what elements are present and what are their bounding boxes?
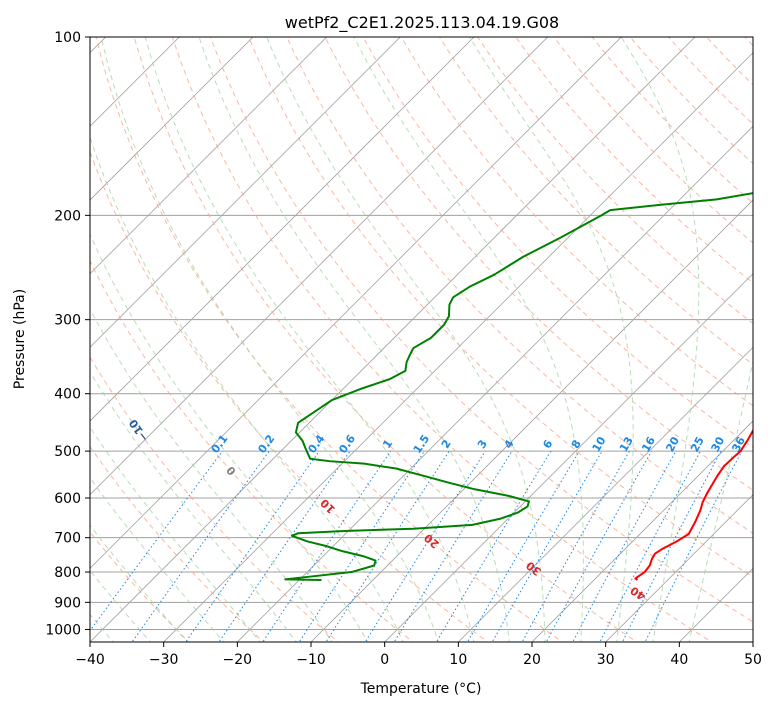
isotherm-line: [90, 37, 475, 422]
y-tick-label: 900: [54, 595, 81, 611]
moist-adiabat-line: [90, 233, 369, 642]
y-tick-label: 200: [54, 208, 81, 224]
moist-adiabat-line: [90, 569, 152, 642]
dry-adiabat-line: [324, 37, 753, 491]
x-tick-label: 10: [449, 652, 467, 668]
y-tick-label: 400: [54, 387, 81, 403]
mixing-ratio-line: [599, 450, 701, 642]
isotherm-line: [90, 37, 696, 642]
isotherm-line: [531, 420, 753, 642]
y-tick-label: 700: [54, 531, 81, 547]
x-tick-label: −30: [149, 652, 179, 668]
x-axis-title: Temperature (°C): [360, 681, 482, 697]
mixing-ratio-line: [466, 450, 580, 642]
series-layer: [284, 192, 753, 581]
moist-adiabat-line: [90, 370, 297, 642]
y-tick-label: 100: [54, 30, 81, 46]
isotherm-line: [384, 273, 753, 642]
y-tick-label: 1000: [45, 622, 81, 638]
dry-adiabat-line: [133, 37, 638, 642]
moist-adiabat-line: [353, 37, 584, 642]
temperature-profile-line: [634, 428, 753, 581]
dry-adiabat-line: [209, 37, 753, 623]
mixing-ratio-line: [393, 450, 513, 642]
dry-adiabat-line: [90, 150, 489, 642]
mixing-ratio-line: [621, 450, 722, 642]
moist-adiabat-line: [90, 476, 225, 642]
dry-adiabat-line: [90, 356, 339, 642]
mixing-ratio-line: [262, 450, 392, 642]
isotherm-line: [605, 494, 753, 642]
x-tick-label: 40: [670, 652, 688, 668]
isotherm-line: [90, 37, 549, 496]
dry-adiabat-line: [90, 259, 414, 642]
moist-adiabat-line: [620, 37, 700, 642]
x-tick-label: 50: [744, 652, 762, 668]
dry-adiabat-line: [286, 37, 753, 534]
mixing-ratio-line: [185, 450, 320, 642]
dry-adiabat-line: [95, 37, 564, 642]
y-tick-label: 500: [54, 444, 81, 460]
moist-adiabat-line: [469, 37, 634, 642]
mixing-ratio-line: [325, 450, 450, 642]
mixing-ratio-label: 30: [709, 434, 728, 454]
isotherm-line: [90, 37, 328, 275]
y-tick-label: 600: [54, 491, 81, 507]
mixing-ratio-label: 36: [729, 434, 748, 454]
dewpoint-profile-line: [284, 192, 753, 581]
plot-frame: [89, 36, 754, 643]
moist-adiabat-line: [144, 37, 475, 642]
moist-adiabat-line: [100, 37, 439, 642]
mixing-ratio-line: [218, 450, 351, 642]
axes: −40 −30 −20 −10 0 10 20 30 40 50 100 200 300 400 500 60…: [45, 30, 762, 668]
moist-adiabat-line: [266, 37, 546, 642]
isotherm-line: [457, 346, 753, 642]
x-tick-label: 20: [523, 652, 541, 668]
dry-adiabat-line: [400, 37, 753, 407]
isotherm-line: [90, 37, 401, 348]
x-tick-label: 30: [597, 652, 615, 668]
isotherm-line: [236, 125, 753, 642]
isotherm-line: [310, 199, 753, 642]
x-tick-label: 0: [380, 652, 389, 668]
mixing-ratio-line: [90, 450, 223, 632]
x-tick-label: −20: [223, 652, 253, 668]
mixing-ratio-label: 25: [688, 435, 707, 455]
moist-adiabat-line: [90, 135, 404, 642]
y-axis-title: Pressure (hPa): [12, 289, 28, 389]
y-tick-label: 300: [54, 313, 81, 329]
x-tick-label: −10: [296, 652, 326, 668]
moist-adiabat-line: [90, 426, 261, 642]
background-lines: [90, 37, 753, 642]
y-tick-label: 800: [54, 565, 81, 581]
mixing-ratio-line: [572, 450, 677, 642]
mixing-ratio-line: [364, 450, 486, 642]
isotherm-line: [163, 52, 753, 642]
x-tick-label: −40: [75, 652, 105, 668]
chart-title: wetPf2_C2E1.2025.113.04.19.G08: [285, 13, 559, 33]
dry-adiabat-line: [171, 37, 713, 642]
moist-adiabat-line: [90, 524, 188, 642]
isotherm-line: [90, 37, 622, 569]
mixing-ratio-line: [131, 450, 270, 642]
isotherm-line: [90, 37, 254, 201]
dry-adiabat-line: [248, 37, 753, 578]
mixing-ratio-line: [298, 450, 425, 642]
dry-adiabat-line: [515, 37, 753, 284]
isotherm-line: [90, 37, 180, 127]
